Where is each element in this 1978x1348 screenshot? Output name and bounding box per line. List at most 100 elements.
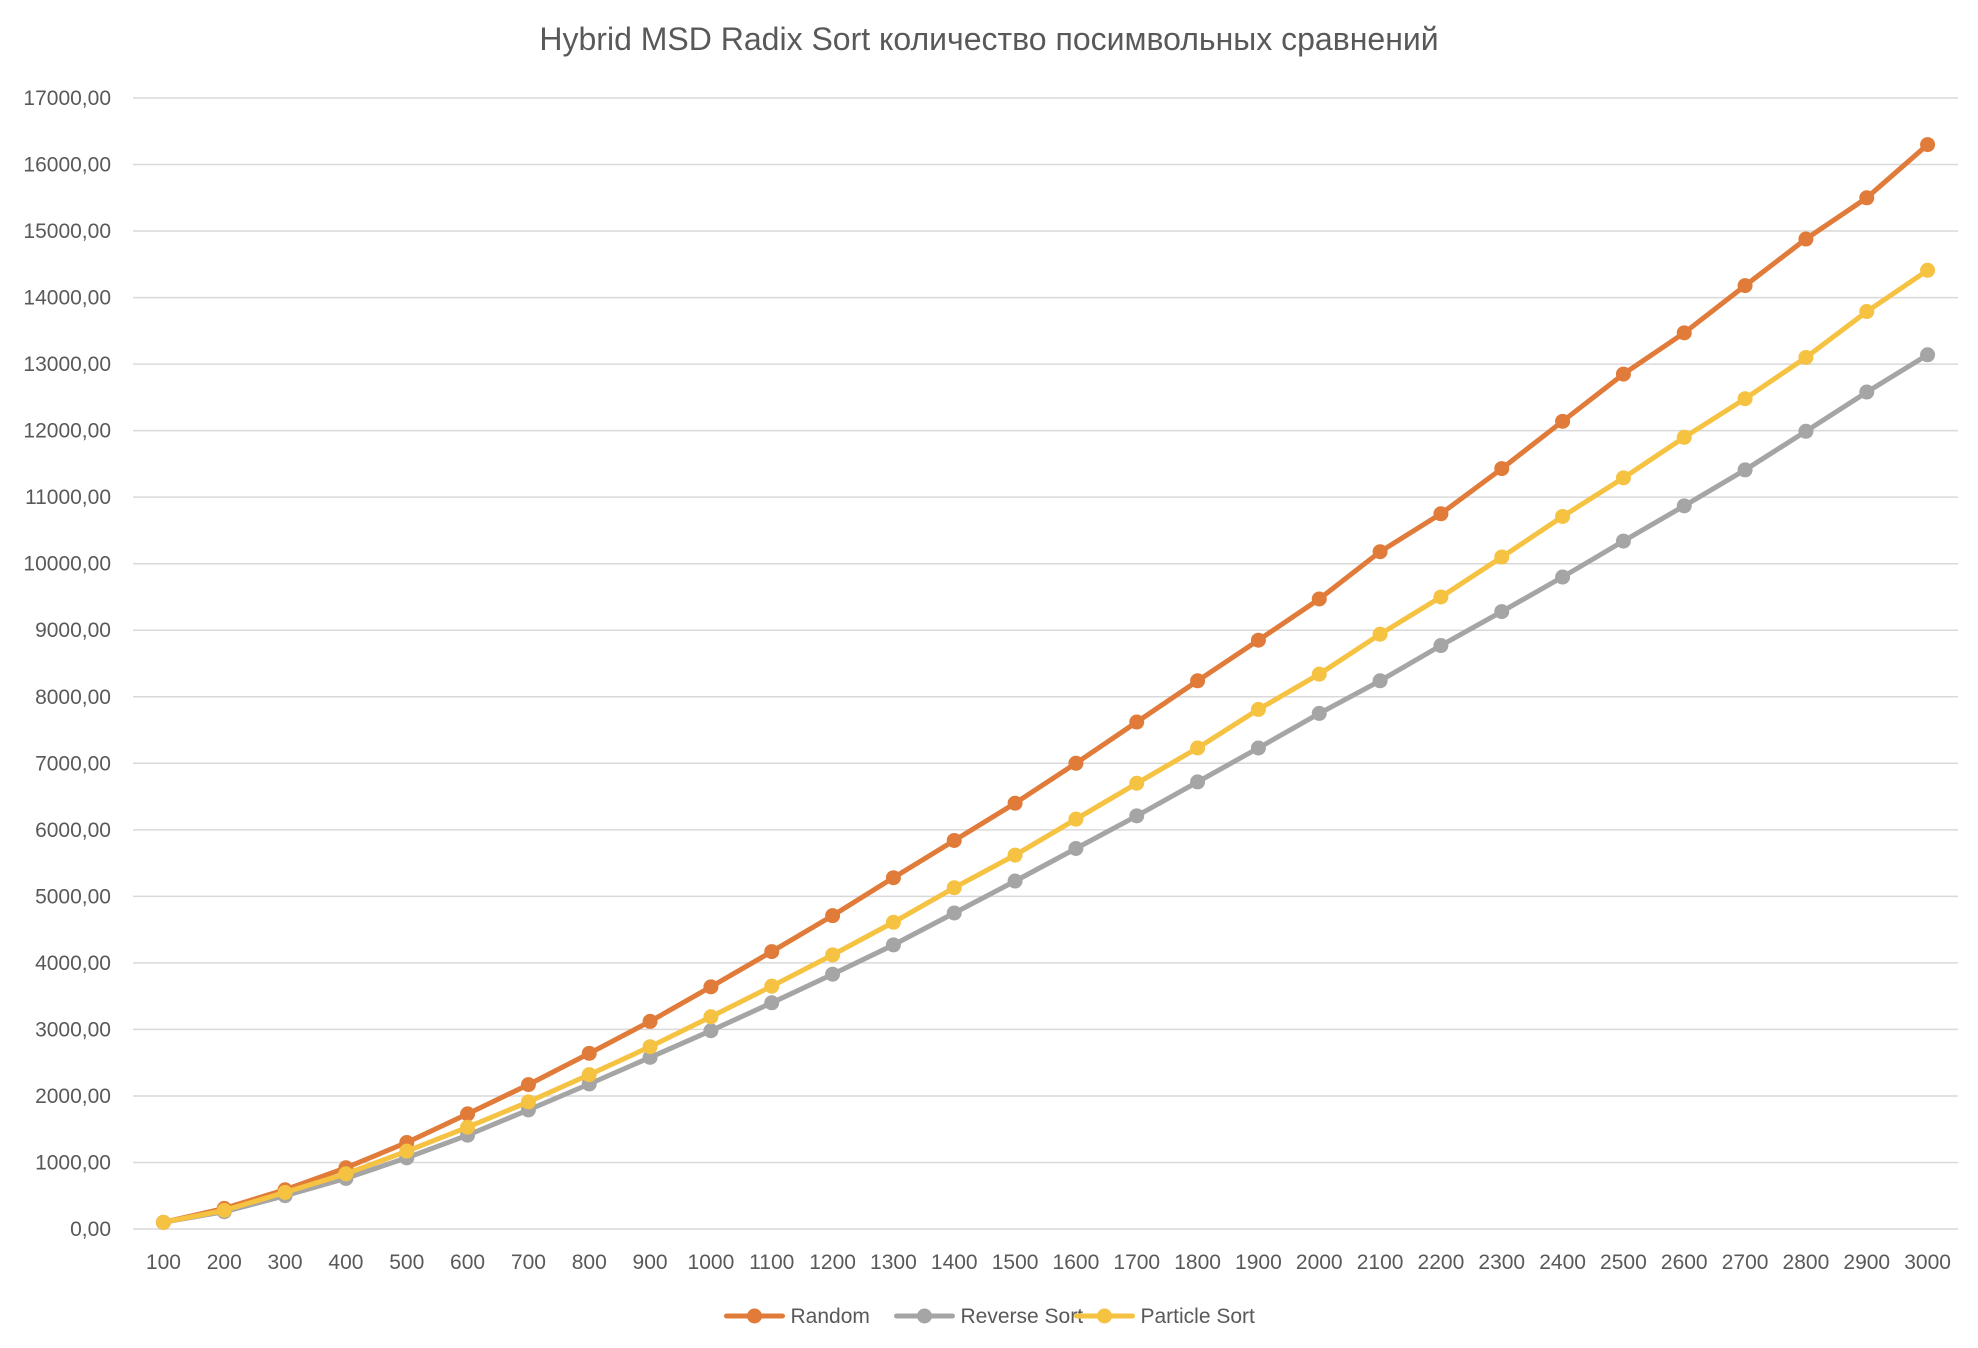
x-tick-label: 1500 bbox=[992, 1251, 1039, 1274]
x-tick-label: 700 bbox=[511, 1251, 546, 1274]
data-point bbox=[1798, 423, 1814, 439]
data-point bbox=[1859, 190, 1875, 206]
x-tick-label: 1400 bbox=[931, 1251, 978, 1274]
data-point bbox=[1068, 840, 1084, 856]
data-point bbox=[1372, 626, 1388, 642]
legend-swatch-marker bbox=[747, 1308, 762, 1324]
data-point bbox=[1920, 262, 1936, 278]
x-tick-label: 1300 bbox=[870, 1251, 917, 1274]
x-tick-label: 1100 bbox=[749, 1251, 794, 1274]
data-point bbox=[1433, 638, 1449, 654]
data-point bbox=[1311, 705, 1327, 721]
data-point bbox=[1615, 470, 1631, 486]
y-tick-label: 2000,00 bbox=[35, 1085, 111, 1108]
data-point bbox=[1615, 366, 1631, 382]
data-point bbox=[1920, 137, 1936, 153]
data-point bbox=[1494, 461, 1510, 477]
x-tick-label: 1200 bbox=[809, 1251, 856, 1274]
data-point bbox=[1311, 666, 1327, 682]
data-point bbox=[1859, 304, 1875, 320]
chart-title: Hybrid MSD Radix Sort количество посимво… bbox=[539, 21, 1438, 57]
legend-item-particle-sort: Particle Sort bbox=[1074, 1305, 1256, 1328]
y-tick-label: 0,00 bbox=[70, 1218, 111, 1241]
data-point bbox=[1798, 231, 1814, 247]
x-tick-label: 1000 bbox=[688, 1251, 735, 1274]
legend-swatch-marker bbox=[1097, 1308, 1112, 1324]
data-point bbox=[642, 1013, 658, 1029]
data-point bbox=[1311, 591, 1327, 607]
data-point bbox=[520, 1094, 536, 1110]
x-tick-label: 2100 bbox=[1357, 1251, 1404, 1274]
data-point bbox=[825, 908, 841, 924]
y-tick-label: 11000,00 bbox=[25, 486, 111, 509]
data-point bbox=[946, 905, 962, 921]
data-point bbox=[1737, 462, 1753, 478]
data-point bbox=[1007, 847, 1023, 863]
data-point bbox=[1920, 347, 1936, 363]
x-axis-tick-labels: 100 200 300 400 500 600 700 800 900 1000 1100 1200 1… bbox=[146, 1251, 1951, 1274]
data-point bbox=[1372, 544, 1388, 560]
y-tick-label: 8000,00 bbox=[35, 686, 111, 709]
series-lines bbox=[155, 137, 1936, 1230]
x-tick-label: 2300 bbox=[1478, 1251, 1525, 1274]
x-tick-label: 200 bbox=[207, 1251, 242, 1274]
series-particle-sort bbox=[155, 262, 1936, 1230]
data-point bbox=[703, 979, 719, 995]
y-tick-label: 5000,00 bbox=[35, 885, 111, 908]
series-line-particle-sort bbox=[160, 267, 1931, 1225]
data-point bbox=[764, 944, 780, 960]
data-point bbox=[1555, 569, 1571, 585]
y-tick-label: 15000,00 bbox=[23, 220, 111, 243]
x-tick-label: 1800 bbox=[1174, 1251, 1221, 1274]
data-point bbox=[946, 832, 962, 848]
data-point bbox=[1129, 808, 1145, 824]
data-point bbox=[825, 947, 841, 963]
legend-label: Particle Sort bbox=[1141, 1305, 1256, 1328]
data-point bbox=[825, 966, 841, 982]
data-point bbox=[399, 1143, 415, 1159]
data-point bbox=[1494, 604, 1510, 620]
data-point bbox=[460, 1119, 476, 1135]
data-point bbox=[1250, 701, 1266, 717]
y-tick-label: 13000,00 bbox=[23, 353, 111, 376]
x-tick-label: 100 bbox=[146, 1251, 181, 1274]
series-reverse-sort bbox=[155, 347, 1936, 1230]
series-random bbox=[155, 137, 1936, 1230]
data-point bbox=[1615, 533, 1631, 549]
x-tick-label: 1700 bbox=[1113, 1251, 1160, 1274]
data-point bbox=[460, 1106, 476, 1122]
x-tick-label: 3000 bbox=[1904, 1251, 1951, 1274]
data-point bbox=[155, 1214, 171, 1230]
y-tick-label: 12000,00 bbox=[23, 420, 111, 443]
y-tick-label: 16000,00 bbox=[23, 154, 111, 177]
data-point bbox=[1190, 740, 1206, 756]
data-point bbox=[1798, 349, 1814, 365]
x-tick-label: 500 bbox=[389, 1251, 424, 1274]
data-point bbox=[946, 880, 962, 896]
legend-label: Reverse Sort bbox=[961, 1305, 1084, 1328]
legend-label: Random bbox=[791, 1305, 870, 1328]
data-point bbox=[1737, 391, 1753, 407]
data-point bbox=[1250, 740, 1266, 756]
series-line-reverse-sort bbox=[160, 352, 1931, 1225]
y-axis-tick-labels: 0,00 1000,00 2000,00 3000,00 4000,00 5000,00 6… bbox=[23, 87, 111, 1241]
data-point bbox=[1676, 325, 1692, 341]
data-point bbox=[1129, 714, 1145, 730]
data-point bbox=[1555, 508, 1571, 524]
data-point bbox=[581, 1045, 597, 1061]
data-point bbox=[338, 1166, 354, 1182]
data-point bbox=[277, 1184, 293, 1200]
y-tick-label: 3000,00 bbox=[35, 1018, 111, 1041]
data-point bbox=[1250, 632, 1266, 648]
data-point bbox=[1433, 589, 1449, 605]
legend: Random Reverse Sort Particle Sort bbox=[724, 1305, 1256, 1328]
gridlines bbox=[133, 97, 1958, 1230]
data-point bbox=[1129, 775, 1145, 791]
data-point bbox=[1737, 278, 1753, 294]
data-point bbox=[1007, 795, 1023, 811]
x-tick-label: 800 bbox=[572, 1251, 607, 1274]
data-point bbox=[1372, 673, 1388, 689]
data-point bbox=[1007, 873, 1023, 889]
legend-item-random: Random bbox=[724, 1305, 870, 1328]
x-tick-label: 2000 bbox=[1296, 1251, 1343, 1274]
